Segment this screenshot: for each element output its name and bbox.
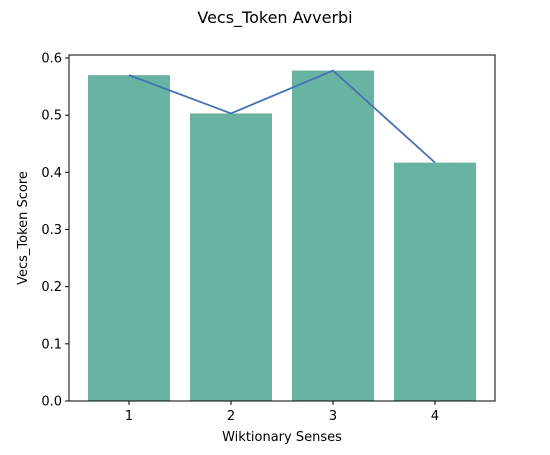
y-tick-label: 0.6 — [41, 52, 62, 67]
series-line — [128, 69, 436, 164]
y-tick-label: 0.2 — [41, 280, 62, 295]
x-tick-label: 4 — [431, 409, 439, 424]
chart-title: Vecs_Token Avverbi — [197, 8, 352, 28]
y-tick-label: 0.3 — [41, 223, 62, 238]
x-tick-label: 1 — [125, 409, 133, 424]
bar-2 — [190, 113, 272, 402]
y-axis: 0.0 0.1 0.2 0.3 0.4 0.5 0.6 — [41, 52, 69, 410]
y-tick-label: 0.5 — [41, 109, 62, 124]
bar-1 — [88, 75, 170, 402]
y-axis-label: Vecs_Token Score — [16, 171, 31, 285]
bar-3 — [292, 70, 374, 402]
bars-group — [88, 70, 476, 402]
x-axis-label: Wiktionary Senses — [222, 430, 342, 445]
x-tick-label: 3 — [329, 409, 337, 424]
y-tick-label: 0.4 — [41, 166, 62, 181]
y-tick-label: 0.0 — [41, 395, 62, 410]
y-tick-label: 0.1 — [41, 337, 62, 352]
line-group — [128, 69, 436, 164]
plot-frame — [68, 54, 496, 402]
x-axis: 1 2 3 4 — [125, 401, 439, 424]
x-tick-label: 2 — [227, 409, 235, 424]
bar-4 — [394, 162, 476, 401]
